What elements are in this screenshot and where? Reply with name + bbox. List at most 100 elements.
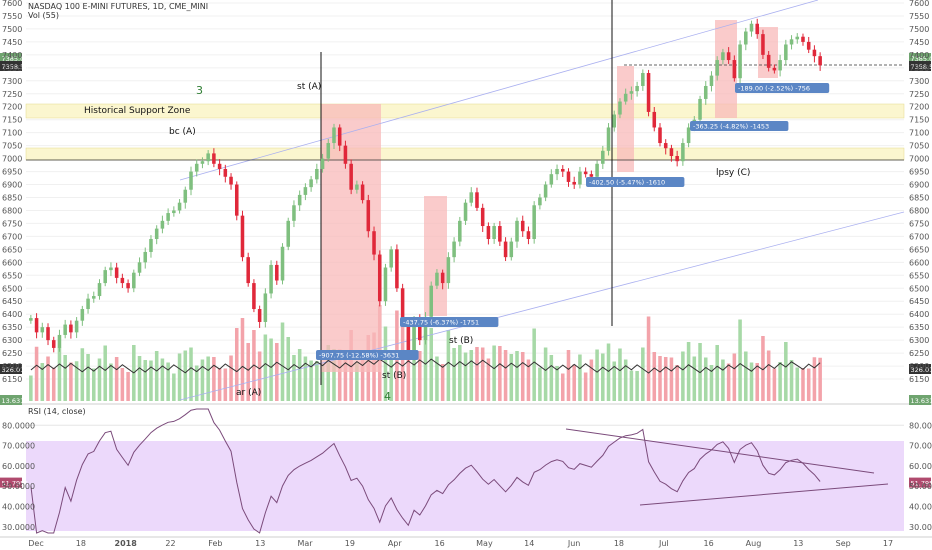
volume-bar bbox=[641, 347, 645, 401]
candle-body bbox=[229, 176, 233, 185]
annotation-wave-3: 3 bbox=[196, 84, 203, 97]
rsi-axis-label: 60.0000 bbox=[2, 462, 35, 471]
measure-label-bg bbox=[690, 121, 789, 131]
candle-body bbox=[166, 213, 170, 221]
price-axis-label: 6200 bbox=[909, 362, 929, 371]
candle-body bbox=[738, 44, 742, 79]
volume-bar bbox=[280, 322, 285, 401]
rsi-axis-label: 40.0000 bbox=[2, 503, 35, 512]
volume-bar bbox=[812, 357, 817, 401]
time-axis-label: Dec bbox=[28, 539, 43, 548]
time-axis-label: May bbox=[476, 539, 493, 548]
price-axis-label: 6500 bbox=[2, 284, 22, 293]
candle-body bbox=[303, 187, 308, 195]
measure-label: -189.00 (-2.52%) -756 bbox=[738, 85, 810, 93]
volume-bar bbox=[646, 316, 651, 401]
volume-bar bbox=[326, 345, 331, 401]
candle-body bbox=[326, 143, 331, 159]
candle-body bbox=[440, 272, 445, 284]
candle-body bbox=[503, 241, 508, 258]
volume-bar bbox=[766, 350, 771, 401]
rsi-axis-label: 80.0000 bbox=[2, 421, 35, 430]
volume-bar bbox=[400, 321, 405, 401]
candle-body bbox=[257, 309, 262, 322]
volume-bar bbox=[480, 347, 485, 401]
price-axis-label: 7200 bbox=[909, 103, 929, 112]
candle-body bbox=[143, 251, 148, 263]
volume-bar bbox=[412, 326, 416, 401]
candle-body bbox=[86, 298, 90, 310]
volume-bar bbox=[429, 328, 433, 401]
volume-bar bbox=[315, 361, 319, 401]
rsi-axis-label: 60.0000 bbox=[909, 462, 932, 471]
candle-body bbox=[234, 184, 239, 216]
volume-bar bbox=[360, 352, 365, 401]
volume-bar bbox=[681, 351, 685, 401]
candle-body bbox=[498, 226, 502, 242]
candle-body bbox=[623, 93, 628, 102]
price-axis-label: 7350 bbox=[2, 64, 22, 73]
price-axis-label: 6200 bbox=[2, 362, 22, 371]
candle-body bbox=[240, 215, 245, 258]
measure-label-bg bbox=[586, 177, 685, 187]
candle-body bbox=[572, 181, 576, 185]
volume-bar bbox=[498, 346, 502, 401]
volume-bar bbox=[555, 366, 559, 401]
volume-bar bbox=[34, 346, 39, 401]
candle-body bbox=[34, 318, 39, 333]
rsi-axis-label: 70.0000 bbox=[2, 442, 35, 451]
volume-bar bbox=[137, 356, 142, 401]
historical-support-zone bbox=[25, 103, 905, 119]
candle-body bbox=[355, 184, 359, 190]
volume-bar bbox=[612, 361, 617, 401]
price-axis-label: 7500 bbox=[2, 25, 22, 34]
candle-body bbox=[40, 327, 45, 333]
candle-body bbox=[406, 321, 411, 356]
price-axis-label: 6950 bbox=[2, 168, 22, 177]
candle-body bbox=[177, 202, 182, 211]
volume-bar bbox=[560, 373, 565, 401]
price-axis-label: 6350 bbox=[909, 323, 929, 332]
time-axis-label: 22 bbox=[165, 539, 175, 548]
candle-body bbox=[492, 226, 496, 239]
price-axis-label: 6600 bbox=[909, 258, 929, 267]
candle-body bbox=[744, 31, 748, 45]
volume-bar bbox=[217, 368, 222, 401]
candle-body bbox=[383, 267, 388, 302]
candle-body bbox=[566, 171, 571, 182]
candle-body bbox=[772, 67, 777, 71]
candle-body bbox=[686, 127, 691, 144]
annotation-st-a: st (A) bbox=[297, 82, 321, 92]
volume-bar bbox=[744, 351, 748, 401]
candle-body bbox=[721, 52, 725, 61]
last-price-tag: 7358.50 bbox=[2, 63, 29, 71]
volume-bar bbox=[200, 359, 205, 401]
price-axis-label: 7500 bbox=[909, 25, 929, 34]
volume-bar bbox=[578, 354, 582, 401]
volume-bar bbox=[475, 347, 479, 401]
candle-body bbox=[509, 241, 514, 258]
time-axis-label: Jul bbox=[658, 539, 669, 548]
volume-bar bbox=[240, 318, 245, 401]
volume-bar bbox=[97, 358, 102, 401]
price-axis-label: 7350 bbox=[909, 64, 929, 73]
volume-bar bbox=[692, 356, 697, 401]
measure-box bbox=[617, 66, 634, 172]
measure-labels: -907.75 (-12.58%) -3631 -437.75 (-6.37%) … bbox=[316, 83, 830, 360]
measure-label-bg bbox=[316, 350, 419, 360]
volume-bar bbox=[703, 357, 708, 401]
rsi-axis-label: 30.0000 bbox=[2, 523, 35, 532]
candle-body bbox=[646, 73, 651, 112]
volume-bar bbox=[275, 343, 279, 401]
candle-body bbox=[275, 264, 279, 281]
volume-bar bbox=[74, 361, 79, 401]
candle-body bbox=[137, 262, 142, 273]
time-axis-label: 17 bbox=[883, 539, 893, 548]
candle-body bbox=[372, 231, 376, 255]
volume-bar bbox=[223, 368, 228, 401]
rsi-trendline-lower bbox=[639, 483, 889, 506]
candle-body bbox=[349, 163, 353, 190]
price-axis-label: 6300 bbox=[909, 336, 929, 345]
candle-body bbox=[412, 319, 416, 356]
